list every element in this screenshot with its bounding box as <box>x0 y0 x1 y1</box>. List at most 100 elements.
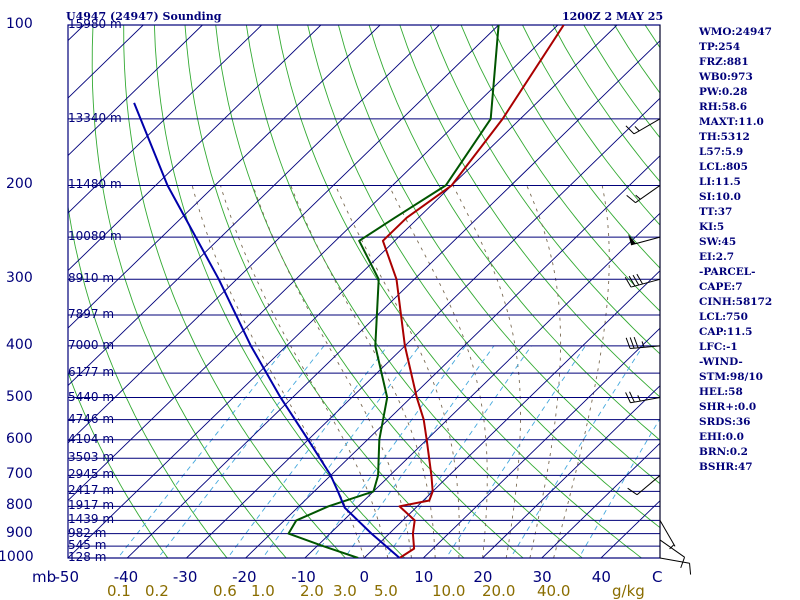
index-item: CAPE:7 <box>699 281 743 293</box>
mixing-ratio-tick-label: 20.0 <box>482 582 516 600</box>
moist-adiabat-line <box>252 185 412 558</box>
moist-adiabat-line <box>452 185 521 558</box>
sounding-profiles <box>133 25 565 558</box>
index-item: BSHR:47 <box>699 461 753 473</box>
pressure-tick-label: 500 <box>6 388 33 405</box>
mixing-ratio-tick-label: 1.0 <box>251 582 275 600</box>
height-label: 982 m <box>68 525 107 540</box>
index-item: CAP:11.5 <box>699 326 753 338</box>
mixing-ratio-line <box>578 417 660 558</box>
temperature-tick-label: -50 <box>54 568 80 586</box>
moist-adiabat-line <box>553 185 610 558</box>
index-item: SRDS:36 <box>699 416 751 428</box>
moist-adiabats <box>191 185 610 558</box>
index-item: EHI:0.0 <box>699 431 744 443</box>
index-item: SW:45 <box>699 236 737 248</box>
temperature-tick-label: -30 <box>172 568 198 586</box>
parcel-profile-line <box>133 102 401 558</box>
index-item: MAXT:11.0 <box>699 116 764 128</box>
height-label: 8910 m <box>68 271 115 286</box>
index-item: TT:37 <box>699 206 733 218</box>
height-label: 1917 m <box>68 498 115 513</box>
wind-barb <box>627 475 661 496</box>
mixing-ratio-tick-label: 0.2 <box>145 582 169 600</box>
indices-panel: WMO:24947 TP:254 FRZ:881 WB0:973 PW:0.28 RH:5… <box>699 25 799 475</box>
height-label: 3503 m <box>68 450 115 465</box>
height-label: 6177 m <box>68 365 115 380</box>
mixing-ratio-tick-label: 3.0 <box>333 582 357 600</box>
mixing-ratio-tick-label: 40.0 <box>537 582 571 600</box>
pressure-tick-label: 1000 <box>0 549 34 565</box>
height-label: 4104 m <box>68 431 115 446</box>
height-label: 7897 m <box>68 306 115 321</box>
isotherm-line <box>245 155 660 558</box>
station-title: U4947 (24947) Sounding <box>66 10 222 23</box>
height-label: 4746 m <box>68 411 115 426</box>
index-item: BRN:0.2 <box>699 446 748 458</box>
dry-adiabat-line <box>91 25 287 558</box>
isotherm-line <box>482 385 660 558</box>
wind-barb <box>625 391 661 404</box>
mixing-ratio-line <box>262 345 420 558</box>
index-item: PW:0.28 <box>699 86 748 98</box>
moist-adiabat-line <box>220 185 389 558</box>
index-item: EI:2.7 <box>699 251 735 263</box>
temperature-tick-label: -20 <box>232 568 257 586</box>
temperature-tick-label: 10 <box>414 568 434 586</box>
height-label: 2945 m <box>68 467 115 482</box>
moist-adiabat-line <box>335 185 460 558</box>
index-item: L57:5.9 <box>699 146 744 158</box>
isotherm-line <box>363 270 660 558</box>
mixing-ratio-tick-label: 0.6 <box>213 582 237 600</box>
wind-barb <box>659 520 676 550</box>
height-label: 10080 m <box>68 229 122 244</box>
mixing-ratio-axis-unit: g/kg <box>612 582 645 600</box>
isotherm-line <box>68 25 322 272</box>
isotherm-line <box>68 25 381 329</box>
temperature-tick-label: 40 <box>591 568 611 586</box>
sounding-time: 1200Z 2 MAY 25 <box>562 10 664 23</box>
temperature-tick-label: -10 <box>291 568 316 586</box>
index-item: TP:254 <box>699 41 741 53</box>
dewpoint-profile-line <box>287 25 500 558</box>
isotherm-line <box>126 40 660 558</box>
pressure-axis-unit: mb <box>32 568 57 586</box>
isotherm-line <box>186 97 660 558</box>
isotherm-line <box>68 25 203 157</box>
mixing-ratio-line <box>312 345 466 558</box>
index-item: WB0:973 <box>699 71 753 83</box>
mixing-ratio-tick-label: 2.0 <box>300 582 324 600</box>
dry-adiabat-line <box>68 371 169 558</box>
mixing-ratio-line <box>117 345 288 558</box>
pressure-tick-label: 800 <box>6 497 33 514</box>
pressure-tick-label: 700 <box>6 466 33 483</box>
index-item: SI:10.0 <box>699 191 741 203</box>
height-label: 128 m <box>68 550 107 564</box>
height-label: 15980 m <box>68 17 122 31</box>
isotherm-line <box>68 25 440 387</box>
index-item: -PARCEL- <box>699 266 756 278</box>
height-label: 2417 m <box>68 483 115 498</box>
index-item: SHR+:0.0 <box>699 401 757 413</box>
pressure-tick-label: 900 <box>6 524 33 541</box>
isotherm-line <box>423 327 660 558</box>
isotherm-line <box>304 212 660 558</box>
mixing-ratio-line <box>445 345 586 558</box>
height-label: 7000 m <box>68 337 115 352</box>
pressure-tick-label: 600 <box>6 430 33 447</box>
mixing-ratio-tick-label: 0.1 <box>107 582 131 600</box>
pressure-tick-label: 300 <box>6 270 33 287</box>
mixing-ratio-line <box>157 345 325 558</box>
mixing-ratio-tick-label: 5.0 <box>374 582 398 600</box>
index-item: TH:5312 <box>699 131 750 143</box>
height-label: 13340 m <box>68 110 122 125</box>
dry-adiabats <box>68 25 660 558</box>
index-item: STM:98/10 <box>699 371 763 383</box>
index-item: LCL:750 <box>699 311 748 323</box>
wind-barb <box>628 234 661 246</box>
wind-barbs <box>624 25 692 575</box>
wind-barb <box>626 185 661 204</box>
wind-barb <box>625 118 661 135</box>
mixing-ratio-lines <box>117 345 660 558</box>
